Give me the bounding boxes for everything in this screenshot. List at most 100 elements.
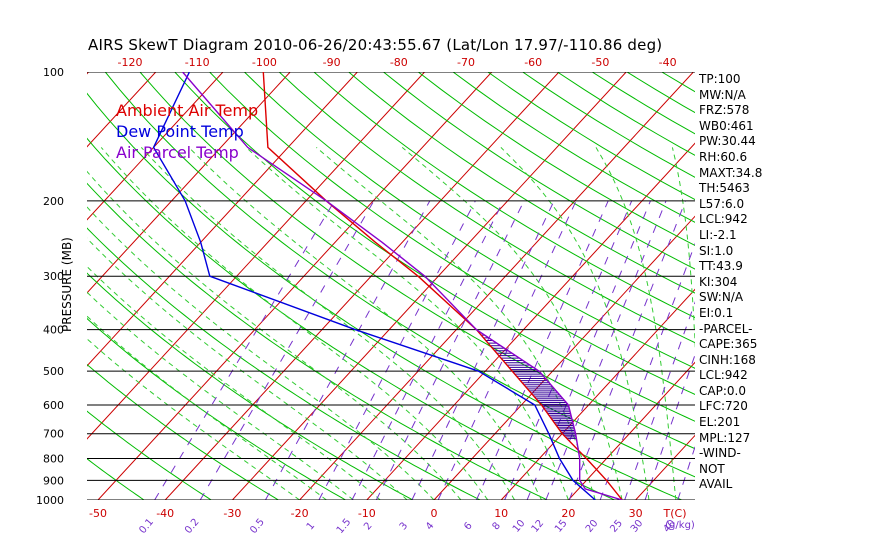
top-temp-tick-label: -60: [524, 56, 542, 69]
moist-adiabat-line: [87, 170, 462, 500]
pressure-tick-label: 900: [43, 474, 64, 487]
stat-line: EL:201: [699, 415, 741, 430]
stat-line: SI:1.0: [699, 243, 734, 258]
mixing-ratio-line: [526, 200, 651, 500]
mixing-ratio-tick-label: 12: [530, 518, 547, 535]
moist-adiabat-line: [595, 147, 677, 500]
moist-adiabat-line: [100, 147, 489, 500]
pressure-tick-label: 100: [43, 66, 64, 79]
bottom-temp-tick-label: -10: [358, 507, 376, 520]
mixing-ratio-line: [351, 200, 504, 500]
mixing-ratio-tick-label: 4: [424, 520, 437, 532]
mixing-ratio-tick-label: 1.5: [335, 517, 354, 536]
mixing-ratio-tick-label: 1: [305, 520, 318, 532]
stat-line: -WIND-: [699, 446, 741, 461]
pressure-tick-label: 800: [43, 453, 64, 466]
dry-adiabat-line: [348, 72, 695, 294]
moist-adiabat-line: [401, 147, 623, 500]
mixing-ratio-line: [375, 200, 525, 500]
dry-adiabat-line: [87, 182, 548, 500]
dry-adiabat-line: [383, 72, 695, 270]
stat-line: CAP:0.0: [699, 383, 746, 398]
pressure-tick-label: 500: [43, 365, 64, 378]
top-temp-tick-label: -40: [659, 56, 677, 69]
dry-adiabat-line: [87, 410, 212, 500]
stat-line: EI:0.1: [699, 305, 734, 320]
mixing-ratio-line: [624, 301, 695, 500]
stat-line: RH:60.6: [699, 149, 748, 164]
ambient-air-temp-line: [262, 72, 623, 500]
isotherm-line: [433, 215, 695, 500]
isotherm-line: [568, 361, 695, 500]
mixing-ratio-line: [411, 200, 555, 500]
mixing-ratio-tick-label: 8: [490, 520, 503, 532]
stat-line: FRZ:578: [699, 103, 750, 118]
pressure-tick-label: 400: [43, 324, 64, 337]
legend-ambient-air-temp: Ambient Air Temp: [116, 101, 259, 120]
air-parcel-temp-line: [182, 72, 623, 500]
mixing-ratio-unit-label: (g/kg): [665, 520, 695, 531]
mixing-ratio-line: [154, 200, 335, 500]
stat-line: -PARCEL-: [699, 321, 753, 336]
stat-line: LCL:942: [699, 368, 748, 383]
mixing-ratio-line: [545, 200, 667, 500]
pressure-tick-label: 600: [43, 399, 64, 412]
isotherm-line: [366, 142, 695, 500]
stat-line: TH:5463: [699, 181, 750, 196]
stat-line: LI:-2.1: [699, 227, 737, 242]
dry-adiabat-line: [522, 72, 695, 178]
dry-adiabat-line: [766, 72, 870, 500]
dry-adiabat-line: [661, 72, 695, 93]
stat-line: CAPE:365: [699, 337, 758, 352]
moist-adiabat-line: [87, 338, 300, 500]
stat-line: PW:30.44: [699, 134, 756, 149]
isotherm-line: [87, 72, 157, 148]
bottom-temp-tick-label: -30: [223, 507, 241, 520]
stat-line: AVAIL: [699, 477, 733, 492]
top-temp-tick-label: -100: [252, 56, 277, 69]
mixing-ratio-line: [504, 200, 633, 500]
mixing-ratio-tick-label: 15: [553, 518, 570, 535]
dry-adiabat-line: [87, 363, 279, 500]
isotherm-line: [87, 72, 425, 440]
bottom-temp-tick-label: -20: [291, 507, 309, 520]
bottom-temp-tick-label: 10: [494, 507, 508, 520]
isotherm-line: [299, 72, 694, 500]
profile-series: [152, 72, 623, 500]
y-axis-label: PRESSURE (MB): [60, 237, 74, 332]
top-temp-tick-label: -80: [390, 56, 408, 69]
bottom-temp-unit-label: T(C): [663, 507, 687, 520]
mixing-ratio-line: [199, 200, 375, 500]
top-temp-tick-label: -90: [323, 56, 341, 69]
top-temp-tick-label: -50: [591, 56, 609, 69]
moist-adiabat-line: [87, 291, 354, 500]
pressure-tick-label: 1000: [36, 494, 64, 507]
mixing-ratio-line: [677, 445, 695, 500]
top-temp-tick-label: -110: [185, 56, 210, 69]
dry-adiabat-line: [87, 137, 615, 500]
mixing-ratio-tick-label: 25: [608, 518, 625, 535]
bottom-temp-tick-label: -50: [89, 507, 107, 520]
isotherm-line: [770, 72, 870, 500]
mixing-ratio-tick-label: 3: [398, 520, 411, 532]
bottom-temp-tick-label: -40: [156, 507, 174, 520]
dry-adiabat-line: [87, 227, 481, 500]
mixing-ratio-tick-label: 0.2: [183, 517, 202, 536]
mixing-ratio-tick-label: 20: [584, 518, 601, 535]
stat-line: WB0:461: [699, 118, 754, 133]
dry-adiabat-line: [313, 72, 695, 319]
stat-line: NOT: [699, 461, 725, 476]
mixing-ratio-line: [644, 353, 695, 500]
stat-line: MPL:127: [699, 430, 751, 445]
stat-line: KI:304: [699, 274, 738, 289]
chart-title: AIRS SkewT Diagram 2010-06-26/20:43:55.6…: [88, 36, 663, 54]
mixing-ratio-line: [568, 200, 686, 500]
moist-adiabat-line: [500, 147, 650, 500]
top-temp-tick-label: -70: [457, 56, 475, 69]
isotherm-line: [87, 72, 224, 221]
moist-adiabat-line: [188, 147, 542, 500]
isotherm-line: [837, 72, 870, 500]
dry-adiabat-line: [139, 72, 695, 450]
